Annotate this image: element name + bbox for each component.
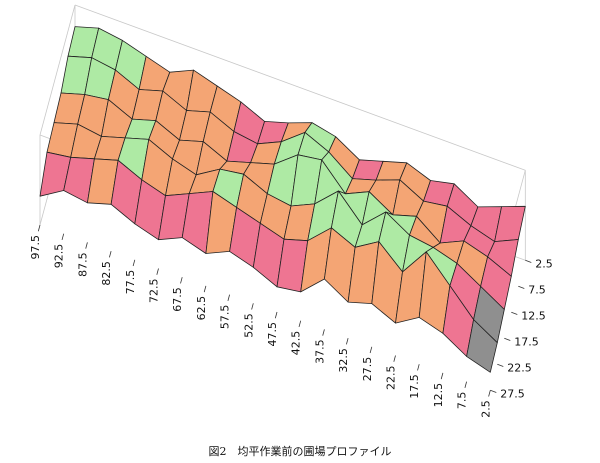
- x-tick: [346, 337, 349, 345]
- x-tick: [180, 277, 183, 284]
- y-tick-label: 2.5: [535, 257, 553, 270]
- x-tick: [61, 233, 65, 241]
- y-tick: [518, 285, 525, 289]
- x-tick-label: 92.5: [53, 244, 66, 268]
- y-tick-label: 27.5: [500, 387, 525, 400]
- x-tick-label: 62.5: [195, 296, 208, 321]
- x-tick-label: 47.5: [266, 322, 279, 347]
- x-tick-label: 42.5: [290, 331, 303, 356]
- x-tick-label: 82.5: [100, 261, 113, 286]
- y-tick-label: 22.5: [507, 361, 532, 374]
- x-tick-label: 72.5: [148, 279, 161, 304]
- x-tick-label: 77.5: [124, 270, 137, 295]
- y-tick-label: 7.5: [528, 283, 546, 296]
- surface-patch: [466, 319, 498, 373]
- box-edge: [39, 4, 76, 136]
- x-tick: [417, 364, 420, 371]
- y-tick-label: 12.5: [521, 309, 546, 322]
- x-tick: [322, 329, 325, 336]
- x-tick: [132, 259, 136, 267]
- x-tick-label: 67.5: [171, 287, 184, 312]
- x-tick: [298, 320, 302, 328]
- x-tick-label: 57.5: [219, 305, 232, 330]
- x-tick: [393, 355, 396, 362]
- x-tick: [156, 268, 159, 275]
- x-tick-label: 7.5: [456, 392, 469, 410]
- x-tick: [488, 390, 491, 397]
- x-tick-label: 2.5: [479, 400, 492, 418]
- x-tick-label: 37.5: [313, 339, 326, 364]
- y-tick: [525, 259, 532, 263]
- x-tick: [464, 381, 467, 388]
- x-tick-label: 87.5: [76, 252, 89, 277]
- x-tick-label: 97.5: [29, 235, 42, 260]
- x-tick: [85, 242, 88, 249]
- x-tick: [440, 372, 444, 380]
- x-tick-label: 52.5: [242, 313, 255, 338]
- surface: [39, 26, 526, 373]
- x-tick: [109, 250, 112, 258]
- x-tick-label: 27.5: [361, 357, 374, 382]
- y-tick-label: 17.5: [514, 335, 539, 348]
- y-tick: [490, 389, 497, 393]
- caption: 図2 均平作業前の圃場プロファイル: [209, 444, 392, 458]
- x-tick-label: 12.5: [432, 383, 445, 408]
- x-tick-label: 32.5: [337, 348, 350, 373]
- x-tick-label: 17.5: [408, 374, 421, 399]
- y-tick: [511, 311, 518, 315]
- y-tick: [504, 337, 511, 341]
- x-tick: [274, 311, 278, 319]
- x-tick: [251, 303, 254, 310]
- y-tick: [497, 363, 504, 367]
- x-tick-label: 22.5: [385, 366, 398, 391]
- box-edge: [74, 4, 526, 171]
- x-tick: [227, 294, 230, 301]
- x-tick: [203, 285, 207, 293]
- x-tick: [369, 346, 373, 354]
- x-tick: [37, 224, 41, 232]
